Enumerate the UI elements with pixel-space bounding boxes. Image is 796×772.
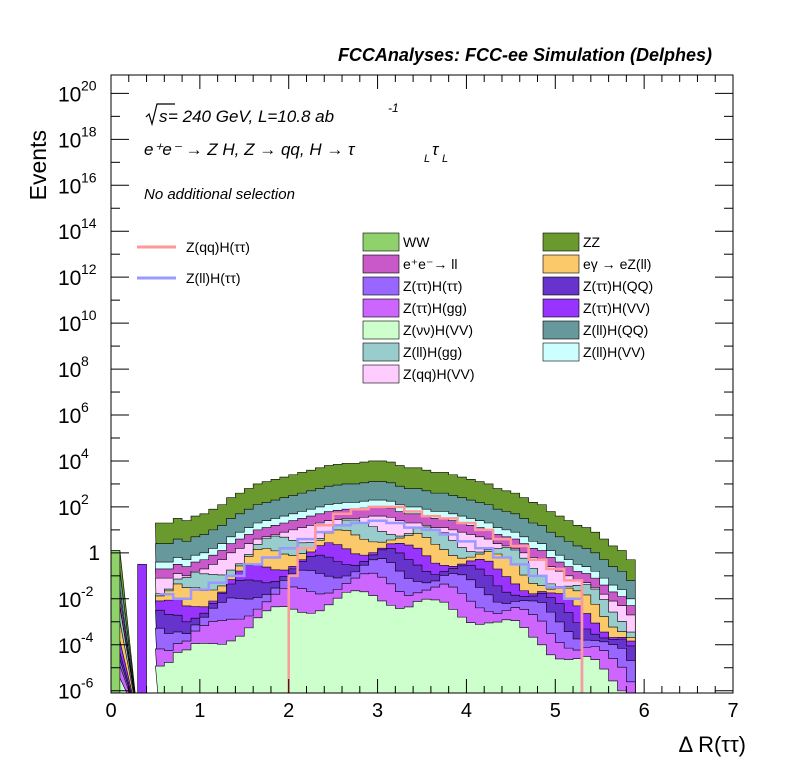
y-tick-label: 10 [58, 313, 81, 336]
signal-line-llhtautau [159, 519, 584, 693]
legend-swatch [362, 364, 400, 384]
signal-lines [159, 505, 584, 693]
x-tick-label: 1 [194, 700, 205, 722]
legend-swatch [362, 254, 400, 274]
legend-swatch [542, 342, 580, 362]
annotation-lumi-exp: -1 [388, 101, 399, 115]
y-tick-exponent: 4 [81, 445, 89, 461]
legend-label: e⁺e⁻→ ll [403, 256, 457, 272]
legend-label: Z(νν)H(VV) [403, 322, 473, 338]
annotation-sub-1: L [424, 153, 430, 165]
annotation-energy: s = 240 GeV, L=10.8 ab -1 [145, 101, 399, 127]
x-tick-label: 7 [727, 700, 738, 722]
y-tick-exponent: 10 [81, 307, 97, 323]
legend-swatch [362, 342, 400, 362]
annotation-process: e⁺e⁻ → Z H, Z → qq, H → τ L τ L [144, 140, 448, 165]
legend-label: Z(ττ)H(gg) [403, 300, 467, 316]
plot-frame [110, 74, 734, 694]
y-tick-label: 10 [58, 405, 81, 428]
y-tick-label: 10 [58, 221, 81, 244]
x-axis-label: Δ R(ττ) [678, 732, 746, 757]
signal-line-qqhtautau [287, 505, 584, 693]
legend-swatch [362, 276, 400, 296]
x-tick-label: 5 [550, 700, 561, 722]
x-tick-label: 6 [639, 700, 650, 722]
legend-swatch [542, 320, 580, 340]
y-tick-exponent: -6 [81, 675, 94, 691]
legend-line-label: Z(qq)H(ττ) [186, 239, 250, 255]
y-tick-label: 10 [58, 497, 81, 520]
annotation-selection: No additional selection [144, 186, 295, 203]
stack-bin [137, 564, 147, 693]
y-tick-label: 1 [88, 542, 100, 565]
x-tick-label: 3 [372, 700, 383, 722]
x-tick-label: 4 [461, 700, 472, 722]
legend-swatch [362, 232, 400, 252]
y-tick-exponent: 20 [81, 77, 97, 93]
x-tick-label: 0 [105, 700, 116, 722]
y-tick-exponent: 6 [81, 399, 89, 415]
y-tick-exponent: 2 [81, 491, 89, 507]
legend-swatch [542, 298, 580, 318]
legend-label: ZZ [583, 234, 601, 250]
y-tick-exponent: 14 [81, 215, 97, 231]
stacked-histogram [111, 460, 636, 693]
annotation-energy-lumi: = 240 GeV, L=10.8 ab [168, 107, 334, 126]
legend-label: Z(qq)H(VV) [403, 366, 475, 382]
y-tick-label: 10 [58, 267, 81, 290]
y-tick-exponent: 12 [81, 261, 97, 277]
y-tick-exponent: -2 [81, 583, 94, 599]
y-tick-label: 10 [58, 451, 81, 474]
legend-swatch [362, 298, 400, 318]
y-tick-label: 10 [58, 129, 81, 152]
y-tick-label: 10 [58, 83, 81, 106]
x-tick-label: 2 [283, 700, 294, 722]
y-tick-exponent: 8 [81, 353, 89, 369]
y-tick-exponent: 16 [81, 169, 97, 185]
y-tick-exponent: -4 [81, 629, 94, 645]
stack-layer [111, 590, 627, 693]
sqrt-symbol [145, 103, 175, 127]
legend-label: Z(ττ)H(VV) [583, 300, 650, 316]
y-tick-label: 10 [58, 175, 81, 198]
legend-swatch [542, 254, 580, 274]
legend-label: Z(ll)H(VV) [583, 344, 645, 360]
legend: Z(qq)H(ττ) Z(ll)H(ττ) WW ZZ e⁺e⁻→ ll eγ → eZ(… [137, 232, 653, 384]
x-axis-ticks: 0 1 2 3 4 5 6 7 [105, 75, 739, 722]
legend-line-label: Z(ll)H(ττ) [186, 270, 241, 286]
annotation-sub-2: L [442, 153, 448, 165]
legend-label: Z(ττ)H(QQ) [583, 278, 653, 294]
y-tick-label: 10 [58, 359, 81, 382]
legend-label: WW [403, 234, 430, 250]
annotation-process-text: e⁺e⁻ → Z H, Z → qq, H → τ [144, 140, 356, 159]
y-tick-exponent: 18 [81, 123, 97, 139]
chart-title: FCCAnalyses: FCC-ee Simulation (Delphes) [338, 45, 712, 65]
legend-label: Z(ll)H(gg) [403, 344, 462, 360]
legend-label: Z(ττ)H(ττ) [403, 278, 462, 294]
legend-label: Z(ll)H(QQ) [583, 322, 648, 338]
legend-swatch [362, 320, 400, 340]
legend-swatch [542, 232, 580, 252]
y-tick-label: 10 [58, 681, 81, 704]
annotation-tau-2: τ [432, 140, 440, 159]
y-tick-label: 10 [58, 635, 81, 658]
legend-label: eγ → eZ(ll) [583, 256, 651, 272]
y-axis-label: Events [25, 130, 51, 200]
y-tick-label: 10 [58, 589, 81, 612]
legend-swatch [542, 276, 580, 296]
annotation-sqrt-s: s [159, 107, 168, 126]
